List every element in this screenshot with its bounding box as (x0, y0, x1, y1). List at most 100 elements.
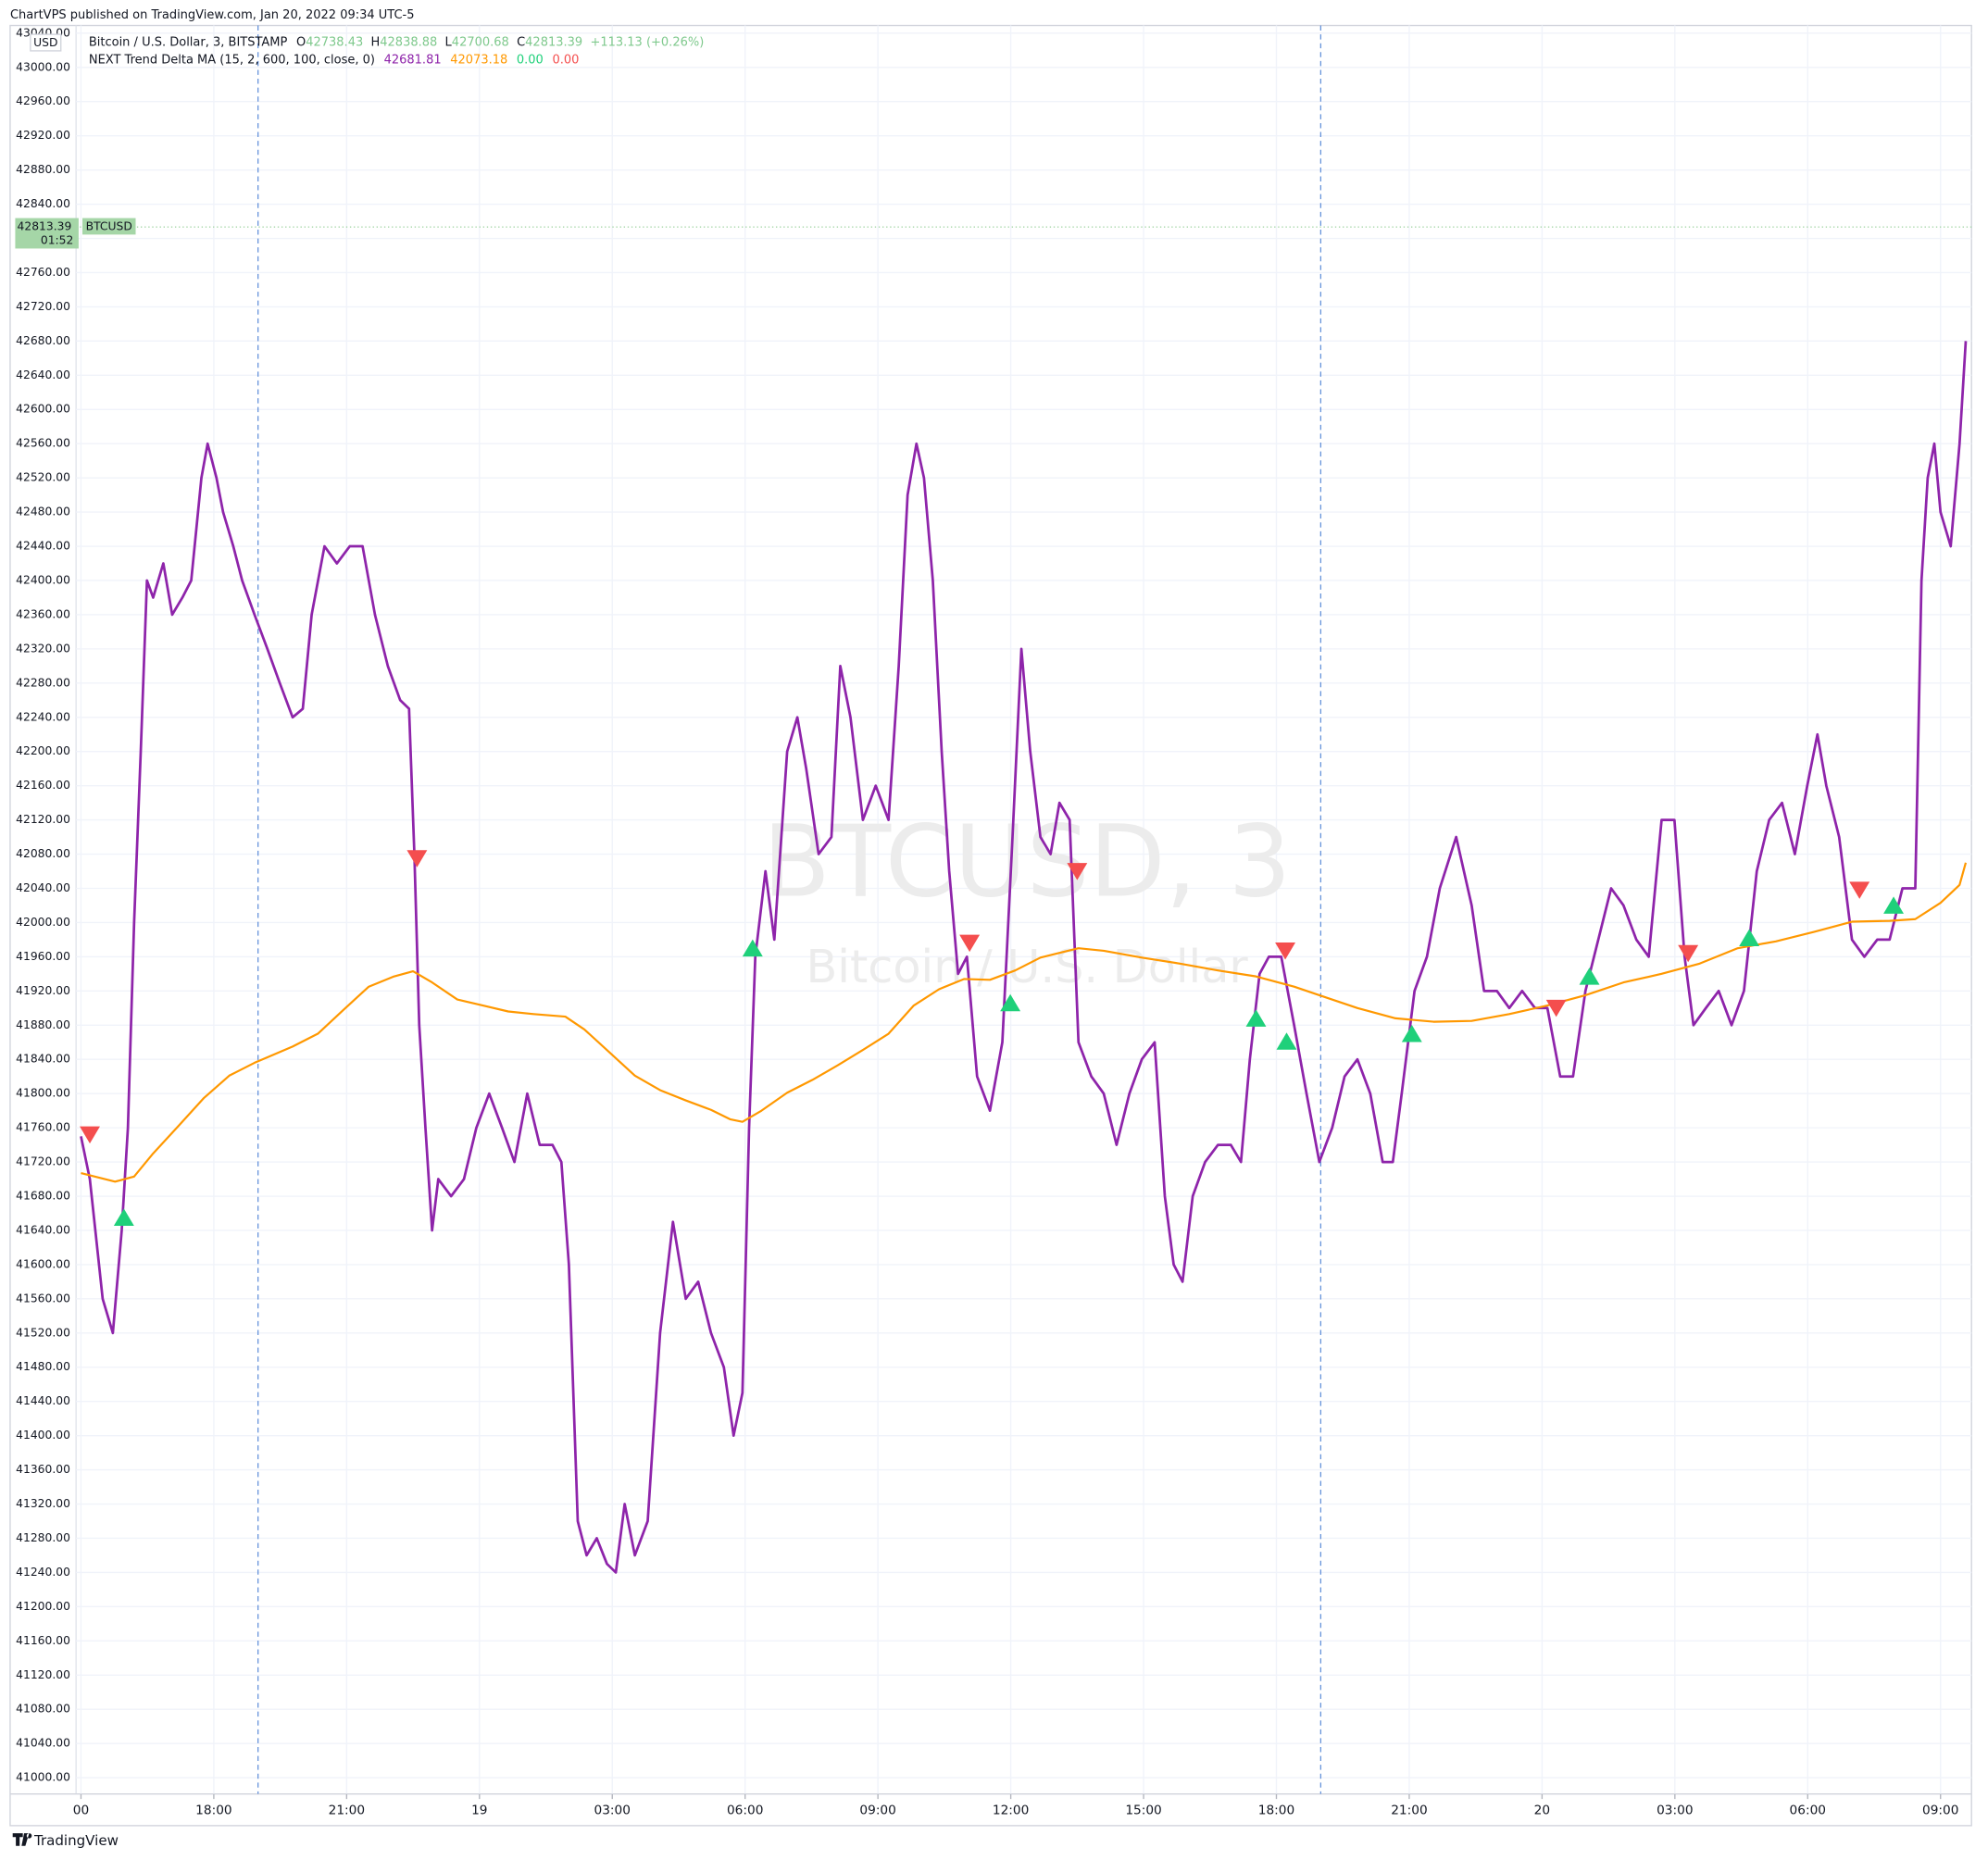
x-tick-label: 09:00 (1922, 1803, 1958, 1817)
x-tick-label: 06:00 (727, 1803, 763, 1817)
y-tick-label: 41960.00 (16, 950, 70, 963)
y-tick-label: 42840.00 (16, 197, 70, 210)
y-tick-label: 41840.00 (16, 1053, 70, 1066)
y-tick-label: 41400.00 (16, 1429, 70, 1442)
plot (80, 341, 1968, 1574)
buy-signal (1579, 967, 1600, 985)
y-tick-label: 41600.00 (16, 1257, 70, 1270)
y-tick-label: 42520.00 (16, 471, 70, 484)
value: 42838.88 (380, 35, 437, 49)
y-tick-label: 41000.00 (16, 1771, 70, 1784)
y-tick-label: 42760.00 (16, 266, 70, 279)
x-tick-label: 20 (1534, 1803, 1550, 1817)
y-tick-label: 42040.00 (16, 881, 70, 894)
y-tick-label: 41080.00 (16, 1703, 70, 1716)
x-tick-label: 21:00 (329, 1803, 365, 1817)
y-tick-label: 41280.00 (16, 1531, 70, 1544)
sell-signal (1275, 942, 1296, 960)
y-tick-label: 41800.00 (16, 1087, 70, 1100)
y-tick-label: 42400.00 (16, 573, 70, 586)
value: 42738.43 (306, 35, 363, 49)
y-tick-label: 42560.00 (16, 437, 70, 450)
x-tick-label: 03:00 (1657, 1803, 1693, 1817)
value: 42681.81 (384, 53, 442, 67)
y-tick-label: 42880.00 (16, 163, 70, 176)
symbol-tag: BTCUSD (86, 220, 132, 233)
y-tick-label: 42000.00 (16, 916, 70, 929)
buy-signal (1276, 1032, 1297, 1050)
y-tick-label: 41320.00 (16, 1497, 70, 1510)
x-tick-label: 06:00 (1790, 1803, 1826, 1817)
y-tick-label: 42480.00 (16, 506, 70, 518)
y-tick-label: 42200.00 (16, 744, 70, 757)
last-price: 42813.39 (18, 220, 72, 233)
countdown: 01:52 (41, 234, 73, 247)
label: L (445, 35, 453, 49)
x-tick-label: 21:00 (1391, 1803, 1427, 1817)
sell-signal (1067, 863, 1088, 880)
logo-mark (12, 1833, 32, 1846)
y-tick-label: 42960.00 (16, 94, 70, 107)
buy-signal (1883, 896, 1904, 914)
buy-signal (1000, 993, 1021, 1012)
sell-signal (406, 850, 428, 868)
change: +113.13 (+0.26%) (590, 35, 704, 49)
indicator: NEXT Trend Delta MA (15, 2, 600, 100, cl… (89, 53, 375, 67)
buy-signal (1401, 1024, 1422, 1042)
line-series (81, 862, 1968, 1183)
y-tick-label: 42120.00 (16, 813, 70, 826)
line-series (80, 341, 1968, 1574)
y-tick-label: 41720.00 (16, 1155, 70, 1168)
sell-signal (1849, 881, 1870, 899)
label: O (296, 35, 306, 49)
value: 42700.68 (452, 35, 509, 49)
x-tick-label: 12:00 (993, 1803, 1029, 1817)
y-tick-label: 42240.00 (16, 710, 70, 723)
value: 42813.39 (525, 35, 582, 49)
currency[interactable]: USD (33, 36, 57, 49)
sell-signal (1545, 999, 1567, 1017)
y-tick-label: 43000.00 (16, 60, 70, 73)
value: 0.00 (517, 53, 544, 67)
y-tick-label: 41480.00 (16, 1360, 70, 1373)
buy-signal (1739, 929, 1760, 947)
frame (9, 24, 1972, 1827)
buy-signal (113, 1208, 134, 1227)
logo (12, 1833, 32, 1846)
y-tick-label: 41360.00 (16, 1463, 70, 1476)
y-tick-label: 41560.00 (16, 1292, 70, 1304)
x-tick-label: 18:00 (1258, 1803, 1294, 1817)
y-tick-label: 42160.00 (16, 779, 70, 792)
y-tick-label: 41440.00 (16, 1394, 70, 1407)
y-tick-label: 42920.00 (16, 129, 70, 142)
publisher: ChartVPS published on TradingView.com, J… (10, 8, 415, 22)
x-tick-label: 18:00 (195, 1803, 231, 1817)
y-tick-label: 42080.00 (16, 847, 70, 860)
value: 0.00 (552, 53, 579, 67)
y-tick-label: 41160.00 (16, 1634, 70, 1647)
buy-signal (1245, 1009, 1267, 1027)
x-tick-label: 19 (471, 1803, 487, 1817)
y-tick-label: 42600.00 (16, 403, 70, 416)
y-tick-label: 41880.00 (16, 1018, 70, 1031)
x-tick-label: 03:00 (594, 1803, 631, 1817)
label: H (370, 35, 380, 49)
sell-signal (959, 934, 981, 953)
legend-line: Bitcoin / U.S. Dollar, 3, BITSTAMP O4273… (89, 35, 704, 49)
watermark: Bitcoin / U.S. Dollar (806, 940, 1248, 993)
y-tick-label: 41120.00 (16, 1668, 70, 1681)
last-price-box (15, 218, 79, 249)
symbol-box (82, 218, 136, 235)
grid: 41000.00 41040.00 41080.00 41120.00 41160.00… (16, 25, 1972, 1817)
y-tick-label: 41200.00 (16, 1600, 70, 1613)
x-tick-label: 15:00 (1125, 1803, 1161, 1817)
x-tick-label: 09:00 (859, 1803, 895, 1817)
sell-signal (1678, 944, 1699, 963)
currency-box[interactable] (30, 33, 62, 52)
buy-signal (742, 939, 763, 957)
x-tick-label: 00 (73, 1803, 89, 1817)
watermark: BTCUSD, 3 (763, 805, 1292, 919)
